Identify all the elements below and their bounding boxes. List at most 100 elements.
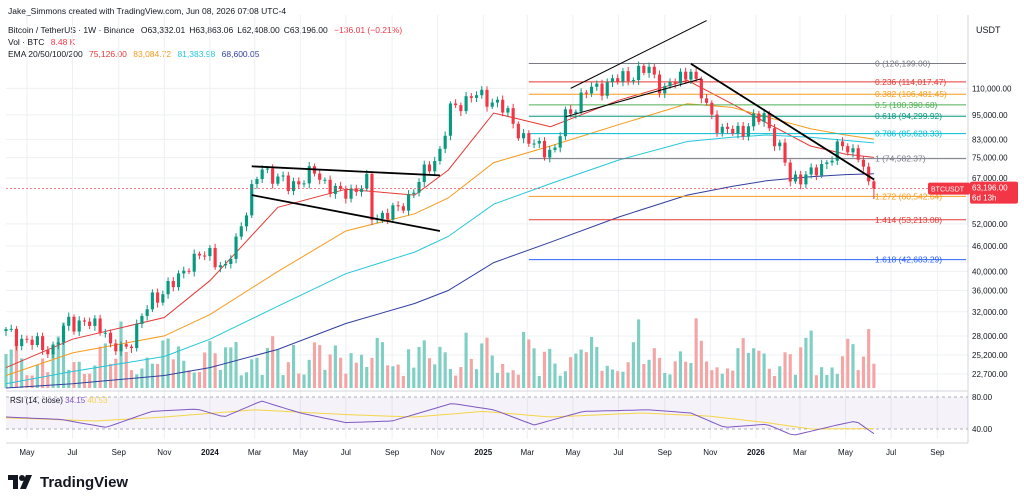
candle-body: [208, 247, 212, 257]
volume-bar: [93, 365, 97, 388]
symbol-name[interactable]: Bitcoin / TetherUS · 1W · Binance: [8, 25, 135, 35]
candle-body: [307, 166, 311, 184]
volume-bar: [213, 353, 217, 388]
volume-bar: [407, 349, 411, 388]
candle-body: [851, 148, 855, 153]
candle-body: [835, 141, 839, 161]
candle-body: [490, 102, 494, 107]
volume-bar: [814, 375, 818, 388]
candle-body: [218, 265, 222, 268]
candle-body: [647, 66, 651, 73]
candle-body: [187, 270, 191, 272]
fib-label: 0.786 (85,628.33): [875, 129, 942, 139]
candle-body: [234, 236, 238, 259]
volume-bar: [51, 353, 55, 388]
volume-bar: [474, 369, 479, 388]
candle-body: [140, 315, 144, 324]
candle-body: [197, 253, 202, 256]
candle-body: [469, 96, 473, 98]
volume-bar: [595, 346, 599, 388]
volume-bar: [265, 347, 269, 388]
volume-bar: [752, 348, 756, 388]
ema50-value: 83,084.72: [133, 49, 172, 59]
brand-name[interactable]: TradingView: [40, 473, 129, 491]
volume-bar: [804, 337, 808, 388]
candle-body: [339, 185, 343, 189]
volume-bar: [396, 364, 400, 388]
volume-label[interactable]: Vol · BTC: [8, 37, 45, 47]
candle-body: [145, 309, 149, 316]
price-chart[interactable]: 0 (126,199.00) 0.236 (114,017.47) 0.382 (1…: [0, 0, 1024, 470]
candle-body: [328, 179, 332, 194]
candle-body: [725, 126, 730, 129]
volume-bar: [469, 358, 473, 388]
volume-bar: [731, 370, 735, 388]
volume-bar: [788, 354, 792, 388]
candle-body: [694, 71, 698, 79]
x-tick-label: Mar: [248, 448, 262, 457]
volume-bar: [46, 372, 50, 388]
volume-bar: [244, 372, 249, 388]
candle-body: [150, 292, 154, 310]
volume-bar: [281, 375, 285, 388]
volume-bar: [657, 357, 662, 388]
candle-body: [171, 281, 175, 288]
volume-bar: [333, 345, 337, 388]
candle-body: [229, 258, 233, 265]
y-tick-label: 67,000.00: [972, 174, 1008, 183]
candle-body: [506, 108, 510, 113]
volume-bar: [793, 374, 798, 388]
candle-body: [516, 123, 520, 139]
candle-body: [699, 78, 703, 99]
candle-body: [401, 206, 405, 211]
volume-bar: [720, 373, 724, 388]
volume-line: Vol · BTC 8.48 K: [8, 37, 79, 48]
volume-bar: [861, 356, 866, 388]
x-tick-label: Sep: [658, 448, 673, 457]
y-tick-label: 25,200.00: [972, 351, 1008, 360]
ema-label[interactable]: EMA 20/50/100/200: [8, 49, 83, 59]
ohlc-low: L62,408.00: [237, 25, 280, 35]
candle-body: [433, 161, 437, 172]
candle-body: [605, 82, 609, 96]
candle-body: [386, 212, 390, 220]
volume-bar: [218, 369, 222, 388]
candle-body: [46, 350, 50, 355]
author-line: Jake_Simmons created with TradingView.co…: [8, 6, 290, 17]
x-tick-label: 2026: [747, 448, 765, 457]
volume-bar: [495, 372, 500, 388]
candle-body: [584, 92, 588, 94]
volume-bar: [41, 358, 45, 388]
volume-bar: [30, 375, 34, 388]
volume-bar: [422, 340, 426, 388]
candle-body: [783, 142, 787, 163]
volume-bar: [339, 357, 343, 388]
volume-bar: [239, 375, 243, 388]
volume-bar: [77, 361, 81, 388]
candle-body: [370, 173, 374, 221]
ema-line: EMA 20/50/100/200 75,126.00 83,084.72 81…: [8, 49, 263, 60]
volume-bar: [401, 375, 405, 388]
volume-bar: [61, 322, 66, 388]
candle-body: [276, 176, 280, 184]
symbol-badge-text: BTCUSDT: [931, 187, 965, 194]
volume-bar: [375, 337, 379, 388]
candle-body: [61, 325, 66, 343]
volume-bar: [208, 341, 212, 388]
volume-bar: [600, 370, 604, 388]
volume-bar: [380, 342, 385, 388]
volume-bar: [637, 319, 641, 388]
volume-bar: [448, 369, 452, 388]
candle-body: [569, 109, 573, 114]
candle-body: [35, 336, 39, 346]
volume-bar: [840, 356, 845, 388]
volume-bar: [354, 362, 358, 388]
volume-bar: [694, 318, 698, 388]
candle-body: [448, 103, 452, 136]
rsi-pane: 80.00 40.00 RSI (14, close) 34.15 40.53: [5, 393, 993, 436]
volume-bar: [835, 373, 839, 388]
volume-bar: [480, 343, 484, 388]
trendline-channel-lower: [565, 78, 702, 118]
candle-body: [542, 140, 547, 158]
y-tick-label: 95,000.00: [972, 111, 1008, 120]
